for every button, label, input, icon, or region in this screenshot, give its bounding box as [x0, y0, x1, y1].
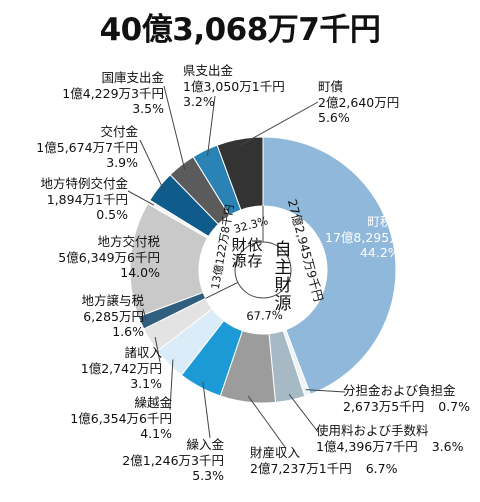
slice-amount: 1億5,674万7千円	[36, 139, 138, 155]
slice-percent: 3.2%	[183, 94, 215, 109]
slice-label-3: 財産収入 2億7,237万1千円 6.7%	[250, 445, 397, 476]
inner-dependent-label: 存	[247, 252, 262, 270]
slice-label-9: 地方特例交付金 1,894万1千円 0.5%	[6, 176, 128, 223]
slice-amount: 1億4,229万3千円	[62, 85, 164, 101]
slice-name: 分担金および負担金	[343, 383, 456, 398]
inner-own-label: 源	[275, 294, 292, 314]
slice-label-8: 地方交付税 5億6,349万6千円 14.0%	[24, 234, 160, 281]
slice-percent: 1.6%	[112, 324, 144, 339]
slice-percent: 14.0%	[120, 265, 160, 280]
slice-percent: 3.5%	[132, 101, 164, 116]
leader-line-4	[202, 381, 211, 439]
slice-label-0: 町税 17億8,295万7千円 44.2%	[325, 214, 435, 261]
slice-name: 地方譲与税	[81, 293, 144, 308]
slice-label-11: 国庫支出金 1億4,229万3千円 3.5%	[36, 70, 164, 117]
leader-line-3	[247, 395, 286, 448]
leader-line-7	[142, 308, 147, 321]
slice-name: 町税	[367, 214, 393, 229]
leader-line-5	[169, 359, 174, 411]
slice-percent: 3.1%	[130, 376, 162, 391]
slice-name: 地方特例交付金	[40, 176, 128, 191]
slice-name: 交付金	[100, 124, 138, 139]
inner-own-percent: 67.7%	[246, 308, 283, 323]
slice-label-6: 諸収入 1億2,742万円 3.1%	[30, 345, 162, 392]
slice-name: 繰越金	[134, 395, 172, 410]
slice-amount: 2億1,246万3千円	[122, 452, 224, 468]
slice-amount: 2億2,640万円	[318, 94, 400, 110]
slice-amount: 2億7,237万1千円	[250, 460, 352, 476]
inner-own-label: 財	[275, 276, 292, 296]
slice-percent: 0.7%	[438, 398, 471, 414]
slice-percent: 5.3%	[192, 468, 224, 483]
slice-name: 国庫支出金	[101, 70, 164, 85]
slice-name: 財産収入	[250, 445, 301, 460]
inner-dependent-label: 源	[231, 252, 246, 270]
slice-percent: 3.6%	[431, 438, 464, 454]
leader-line-6	[154, 336, 161, 363]
slice-amount: 1億6,354万6千円	[70, 410, 172, 426]
slice-name: 県支出金	[183, 63, 234, 78]
slice-amount: 1億2,742万円	[80, 360, 162, 376]
slice-amount: 6,285万円	[83, 308, 144, 324]
slice-percent: 6.7%	[365, 460, 398, 476]
slice-name: 諸収入	[124, 345, 162, 360]
leader-line-11	[163, 85, 186, 171]
leader-line-1	[305, 389, 346, 393]
slice-amount: 1,894万1千円	[46, 191, 128, 207]
slice-amount: 1億3,050万1千円	[183, 78, 285, 94]
inner-own-label: 主	[275, 258, 292, 278]
slice-name: 地方交付税	[97, 234, 160, 249]
slice-percent: 4.1%	[140, 426, 172, 441]
inner-dependent-label: 依	[247, 236, 262, 254]
slice-label-2: 使用料および手数料 1億4,396万7千円 3.6%	[316, 423, 463, 454]
leader-line-2	[288, 393, 319, 433]
slice-label-1: 分担金および負担金 2,673万5千円 0.7%	[343, 383, 470, 414]
inner-center-circle	[234, 241, 292, 299]
page-title: 40億3,068万7千円	[99, 12, 381, 48]
slice-percent: 0.5%	[96, 207, 128, 222]
slice-label-7: 地方譲与税 6,285万円 1.6%	[10, 293, 144, 340]
slice-label-10: 交付金 1億5,674万7千円 3.9%	[14, 124, 138, 171]
slice-name: 町債	[318, 79, 344, 94]
leader-line-10	[139, 139, 165, 191]
slice-label-4: 繰入金 2億1,246万3千円 5.3%	[104, 437, 224, 484]
slice-label-12: 県支出金 1億3,050万1千円 3.2%	[183, 63, 285, 110]
slice-percent: 5.6%	[318, 110, 350, 125]
slice-name: 繰入金	[186, 437, 224, 452]
slice-amount: 1億4,396万7千円	[316, 438, 418, 454]
leader-line-9	[127, 190, 155, 206]
inner-dependent-label: 財	[231, 236, 246, 254]
leader-line-13	[240, 101, 319, 146]
slice-name: 使用料および手数料	[316, 423, 429, 438]
slice-percent: 44.2%	[359, 245, 400, 260]
slice-amount: 5億6,349万6千円	[58, 249, 160, 265]
inner-own-label: 自	[275, 240, 292, 260]
slice-label-13: 町債 2億2,640万円 5.6%	[318, 79, 399, 126]
slice-amount: 2,673万5千円	[343, 398, 425, 414]
leader-line-12	[206, 95, 216, 156]
slice-percent: 3.9%	[106, 155, 138, 170]
slice-amount: 17億8,295万7千円	[325, 229, 435, 245]
slice-label-5: 繰越金 1億6,354万6千円 4.1%	[40, 395, 172, 442]
